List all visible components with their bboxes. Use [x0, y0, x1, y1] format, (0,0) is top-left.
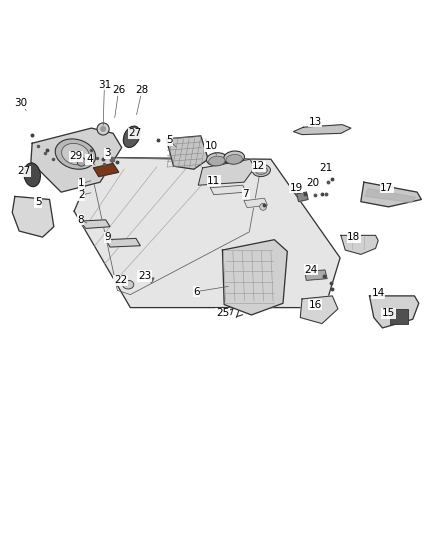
Polygon shape	[74, 158, 340, 308]
Circle shape	[77, 158, 86, 166]
Polygon shape	[300, 296, 338, 324]
Text: 4: 4	[86, 154, 92, 164]
Text: 31: 31	[98, 80, 111, 90]
Text: 27: 27	[128, 128, 141, 138]
Polygon shape	[370, 296, 419, 328]
Text: 12: 12	[252, 161, 265, 171]
Polygon shape	[361, 182, 421, 207]
Ellipse shape	[206, 153, 227, 166]
Polygon shape	[244, 198, 268, 208]
Polygon shape	[210, 185, 246, 195]
Text: 19: 19	[290, 183, 303, 193]
Polygon shape	[166, 136, 208, 169]
Text: 16: 16	[308, 300, 321, 310]
Text: 23: 23	[138, 271, 151, 281]
Text: 1: 1	[78, 179, 85, 189]
Ellipse shape	[255, 167, 268, 174]
Ellipse shape	[62, 143, 89, 165]
Text: 29: 29	[70, 151, 83, 161]
Ellipse shape	[224, 151, 244, 164]
Text: 17: 17	[380, 183, 393, 193]
Ellipse shape	[24, 163, 40, 187]
Ellipse shape	[208, 156, 225, 166]
Text: 10: 10	[205, 141, 218, 151]
Text: 25: 25	[216, 308, 229, 318]
Circle shape	[97, 123, 109, 135]
Polygon shape	[12, 197, 54, 237]
Text: 2: 2	[78, 190, 85, 200]
Circle shape	[260, 204, 267, 211]
FancyBboxPatch shape	[390, 309, 408, 324]
Text: 26: 26	[112, 85, 125, 95]
Text: 24: 24	[304, 265, 317, 275]
Polygon shape	[94, 164, 119, 176]
Polygon shape	[293, 125, 351, 135]
Circle shape	[100, 126, 106, 132]
Text: 9: 9	[104, 232, 111, 242]
Polygon shape	[304, 270, 327, 280]
Ellipse shape	[226, 155, 242, 164]
Text: 14: 14	[371, 288, 385, 298]
Text: 3: 3	[104, 148, 111, 158]
Text: 18: 18	[347, 232, 360, 242]
Text: 7: 7	[243, 189, 249, 199]
Polygon shape	[341, 236, 378, 254]
Text: 22: 22	[114, 276, 127, 285]
Polygon shape	[80, 220, 110, 229]
Text: 30: 30	[14, 98, 28, 108]
Polygon shape	[223, 240, 287, 315]
Text: 8: 8	[77, 215, 84, 225]
Text: 20: 20	[307, 179, 320, 189]
Ellipse shape	[124, 126, 140, 148]
Text: 15: 15	[382, 308, 395, 318]
Polygon shape	[106, 238, 140, 247]
Text: 11: 11	[207, 176, 220, 186]
Text: 28: 28	[135, 85, 148, 95]
Text: 21: 21	[320, 163, 333, 173]
Ellipse shape	[252, 164, 270, 176]
Ellipse shape	[123, 280, 134, 289]
Text: 6: 6	[193, 287, 200, 296]
Polygon shape	[198, 159, 254, 185]
Polygon shape	[31, 128, 122, 192]
Text: 5: 5	[35, 198, 42, 207]
Polygon shape	[297, 192, 308, 201]
Text: 27: 27	[17, 166, 30, 176]
Polygon shape	[365, 189, 416, 203]
Ellipse shape	[55, 139, 95, 169]
Text: 13: 13	[308, 117, 321, 127]
Text: 5: 5	[166, 135, 173, 145]
